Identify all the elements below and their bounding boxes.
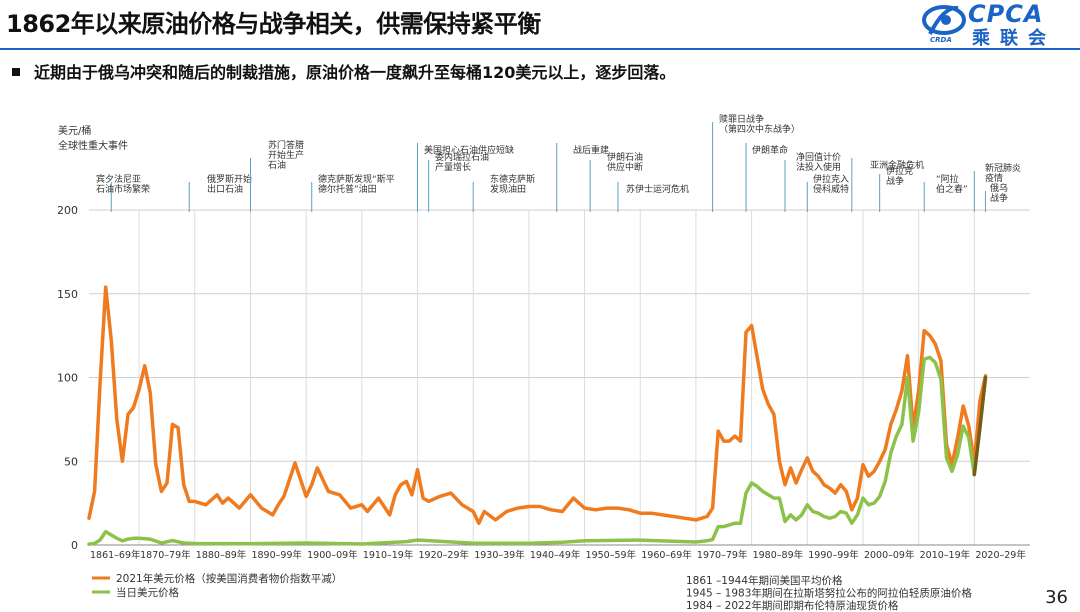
event-label: 德克萨斯发现“斯平 <box>318 173 395 185</box>
y-tick-label: 200 <box>57 204 78 217</box>
event-label: 委内瑞拉石油 <box>435 151 489 163</box>
war-segment-line <box>972 375 988 477</box>
header-rule <box>0 48 1080 50</box>
event-label: 开始生产 <box>268 149 304 161</box>
x-tick-label: 2010–19年 <box>920 549 971 561</box>
event-label: 石油 <box>268 159 286 171</box>
event-label: 产量增长 <box>435 161 471 173</box>
event-label: 侵科威特 <box>813 183 849 195</box>
event-label: 苏伊士运河危机 <box>626 183 689 195</box>
source-note: 1984 – 2022年期间即期布伦特原油现货价格 <box>686 599 899 612</box>
event-label: 净回值计价 <box>796 151 841 163</box>
event-label: 出口石油 <box>207 183 243 195</box>
x-tick-label: 1940–49年 <box>530 549 581 561</box>
bullet-square-icon <box>12 67 20 76</box>
legend-label: 当日美元价格 <box>116 586 179 599</box>
legend-label: 2021年美元价格（按美国消费者物价指数平减） <box>116 572 342 585</box>
x-tick-label: 1990–99年 <box>808 549 859 561</box>
y-tick-label: 0 <box>71 539 78 552</box>
x-tick-label: 1861–69年 <box>90 549 141 561</box>
x-tick-label: 1900–09年 <box>307 549 358 561</box>
source-note: 1945 – 1983年期间在拉斯塔努拉公布的阿拉伯轻质原油价格 <box>686 587 972 600</box>
x-tick-label: 1930–39年 <box>474 549 525 561</box>
x-tick-label: 1890–99年 <box>251 549 302 561</box>
cpca-emblem-icon <box>922 5 966 35</box>
event-label: 法投入使用 <box>796 161 841 173</box>
y-tick-label: 100 <box>57 372 78 385</box>
x-tick-label: 1970–79年 <box>697 549 748 561</box>
event-label: 发现油田 <box>490 183 526 195</box>
series-line-real-price <box>87 285 988 525</box>
y-tick-label: 50 <box>64 455 78 468</box>
bullet-point: 近期由于俄乌冲突和随后的制裁措施，原油价格一度飙升至每桶120美元以上，逐步回落… <box>12 59 675 83</box>
event-label: 赎罪日战争 <box>719 113 764 125</box>
page-title: 1862年以来原油价格与战争相关，供需保持紧平衡 <box>6 10 541 38</box>
logo-cn-text: 乘联会 <box>972 28 1056 49</box>
event-label: 新冠肺炎 <box>985 162 1021 174</box>
event-label: 宾夕法尼亚 <box>96 173 141 185</box>
event-label: 伊拉克入 <box>813 173 849 185</box>
cpca-logo: CPCA 乘联会 CRDA <box>908 0 1080 49</box>
logo-sub-text: CRDA <box>930 36 952 44</box>
event-label: 德尔托普”油田 <box>318 183 377 195</box>
event-label: 疫情 <box>985 172 1003 184</box>
source-note: 1861 –1944年期间美国平均价格 <box>686 574 843 587</box>
y-axis-label: 美元/桶 <box>58 124 91 137</box>
event-label: 供应中断 <box>607 161 643 173</box>
event-label: 战争 <box>990 192 1008 204</box>
series-line-nominal-price <box>87 355 988 546</box>
x-tick-label: 2000–09年 <box>864 549 915 561</box>
x-tick-label: 1950–59年 <box>586 549 637 561</box>
event-label: 伊拉克 <box>886 165 913 177</box>
y-tick-label: 150 <box>57 288 78 301</box>
event-label: 石油市场繁荣 <box>96 183 150 195</box>
bullet-text: 近期由于俄乌冲突和随后的制裁措施，原油价格一度飙升至每桶120美元以上，逐步回落… <box>34 63 676 82</box>
event-label: 伊朗石油 <box>607 151 643 163</box>
event-label: （第四次中东战争） <box>719 123 800 135</box>
x-tick-label: 1980–89年 <box>753 549 804 561</box>
event-label: 俄罗斯开始 <box>207 173 252 185</box>
x-tick-label: 1920–29年 <box>419 549 470 561</box>
x-tick-label: 1880–89年 <box>196 549 247 561</box>
event-label: 亚洲金融危机 <box>870 159 924 171</box>
x-tick-label: 1910–19年 <box>363 549 414 561</box>
event-label: 俄乌 <box>990 182 1008 194</box>
event-label: 伊朗革命 <box>752 144 788 156</box>
page-number: 36 <box>1045 587 1068 608</box>
event-label: 美国担心石油供应短缺 <box>424 144 514 156</box>
event-label: 战后重建 <box>573 144 609 156</box>
events-header: 全球性重大事件 <box>58 139 128 152</box>
x-tick-label: 1870–79年 <box>140 549 191 561</box>
event-label: 战争 <box>886 175 904 187</box>
event-label: “阿拉 <box>936 173 959 185</box>
event-label: 东德克萨斯 <box>490 173 535 185</box>
x-tick-label: 2020–29年 <box>975 549 1026 561</box>
x-tick-label: 1960–69年 <box>641 549 692 561</box>
event-label: 伯之春” <box>936 183 968 195</box>
logo-text: CPCA <box>968 0 1044 28</box>
event-label: 苏门答腊 <box>268 139 304 151</box>
